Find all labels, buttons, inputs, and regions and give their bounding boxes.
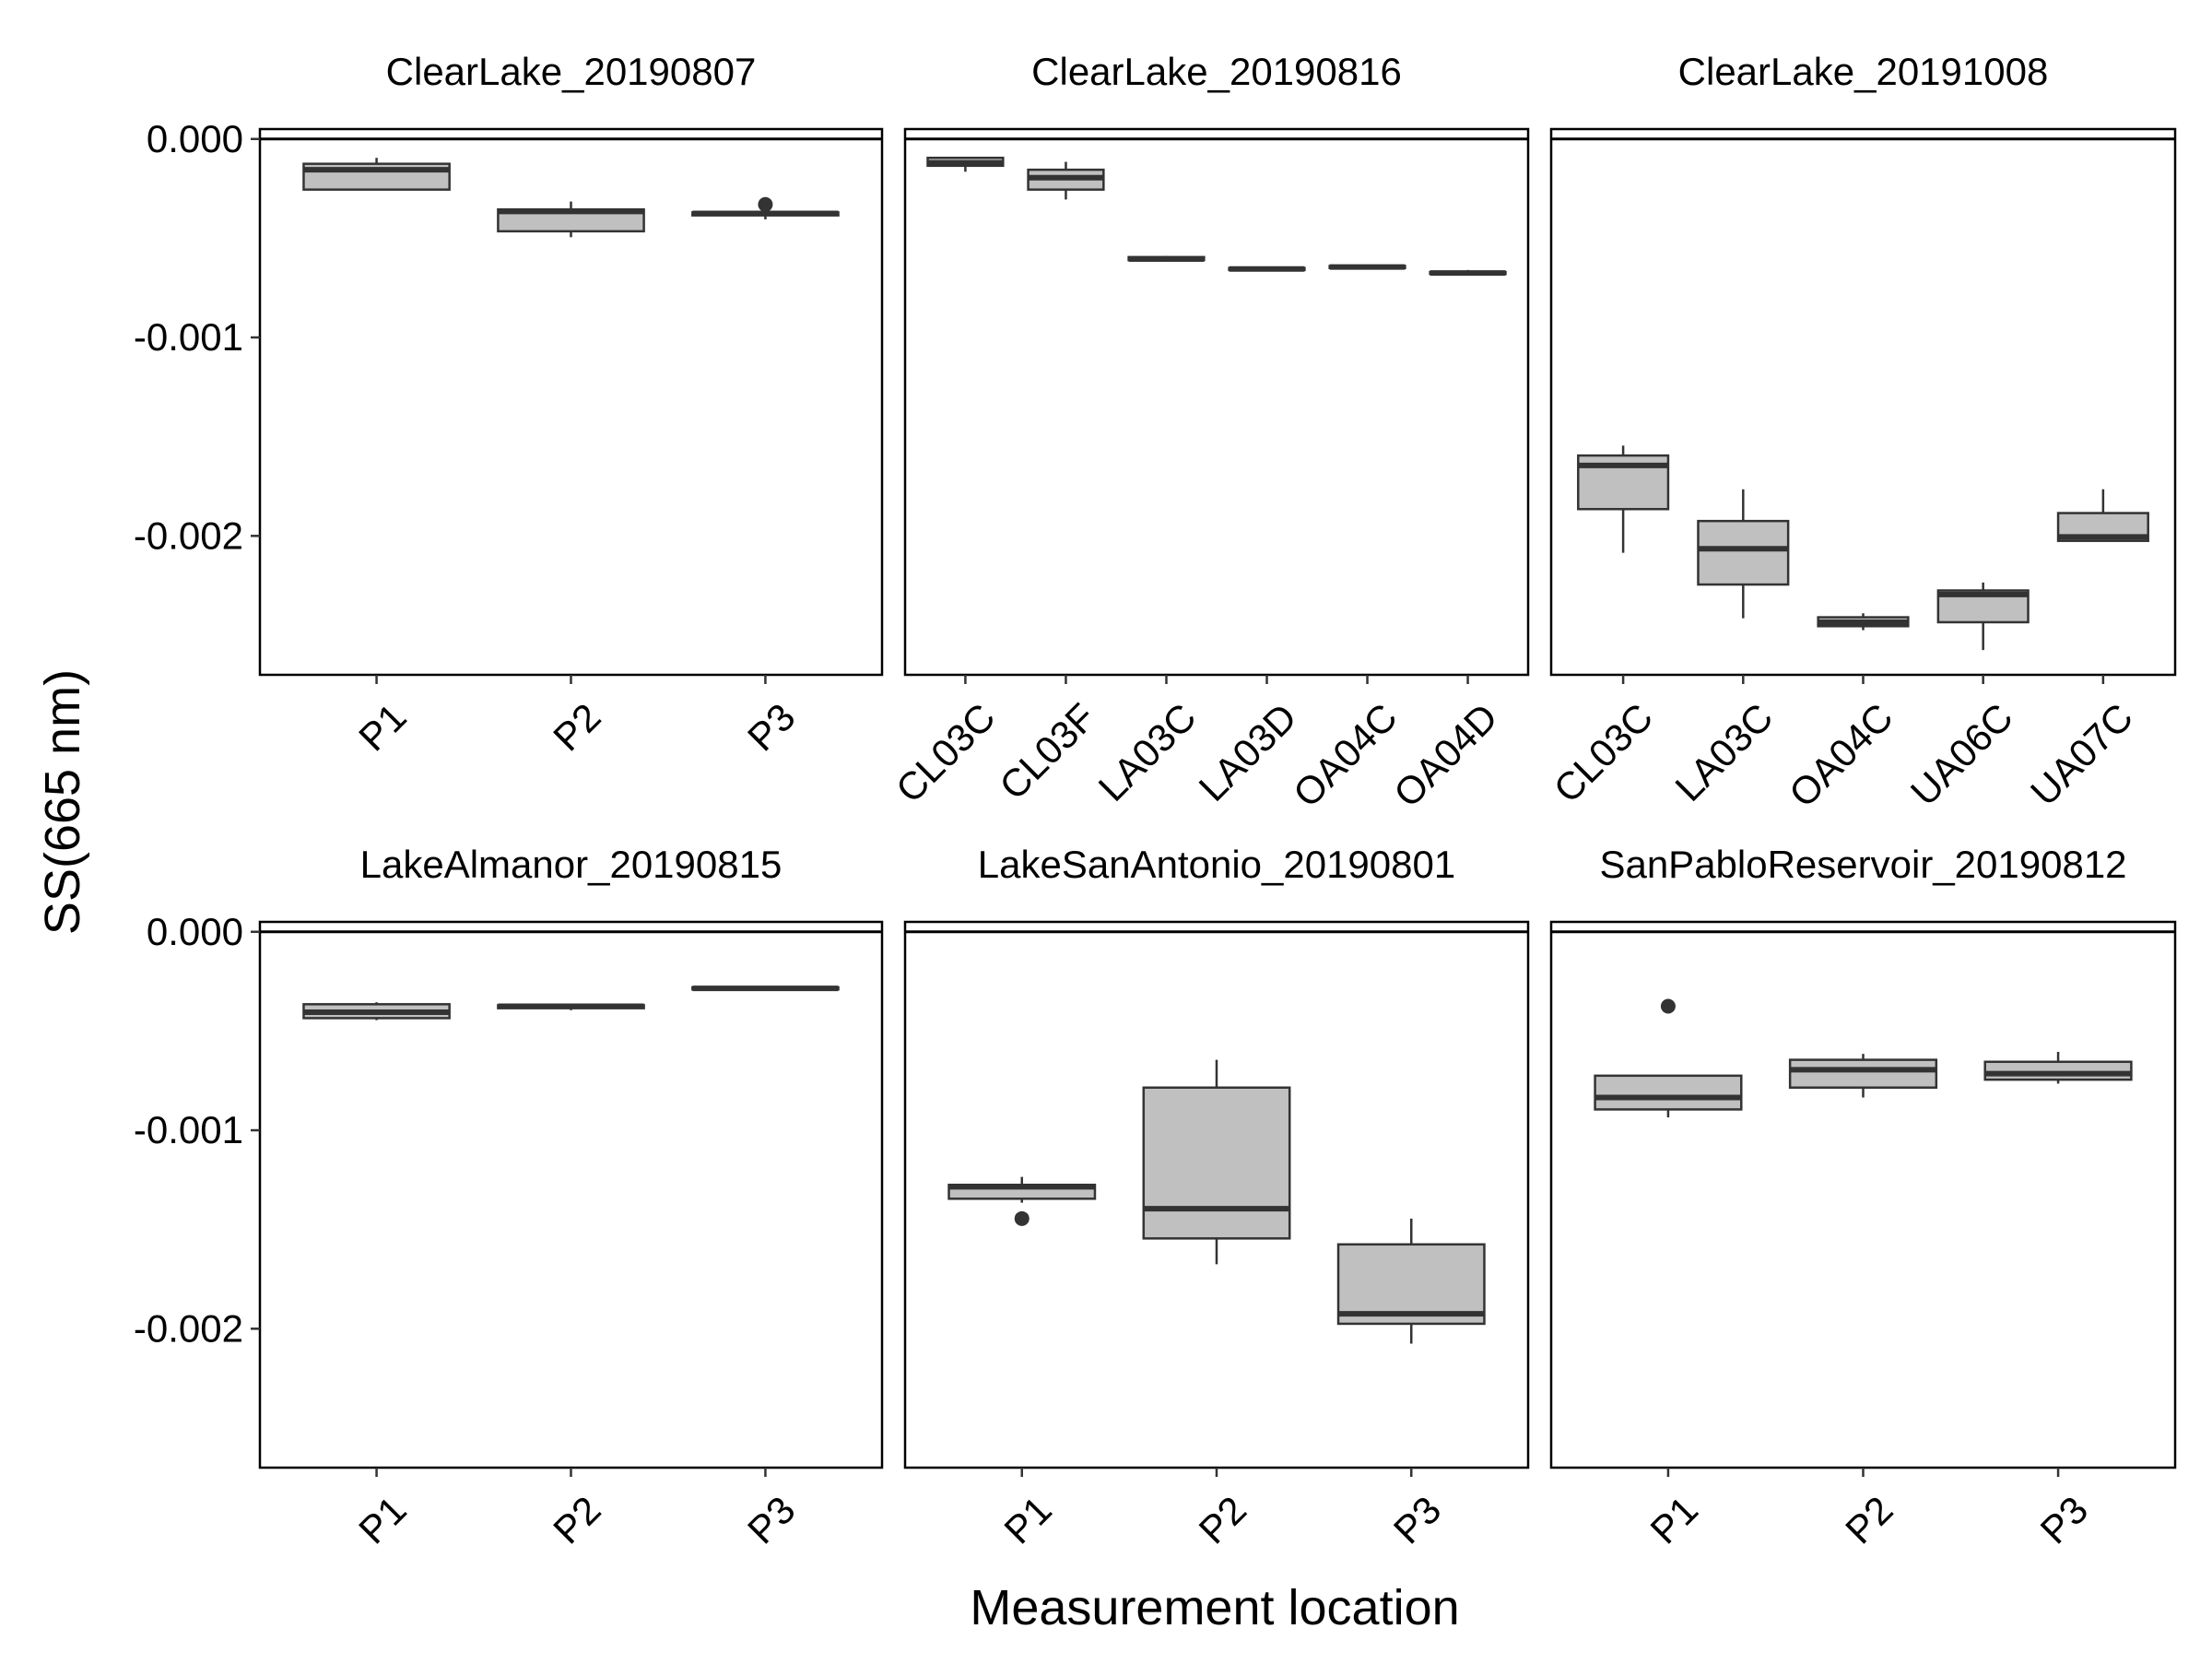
- facet-title: ClearLake_20191008: [1678, 50, 2049, 93]
- boxplot-p2: P2: [1142, 1059, 1291, 1552]
- outlier-point: [1014, 1210, 1030, 1226]
- x-axis-title: Measurement location: [970, 1580, 1459, 1635]
- facet-title: LakeAlmanor_20190815: [360, 843, 782, 886]
- box: [1594, 1074, 1743, 1111]
- panel-border: [903, 127, 1530, 677]
- y-axis-title: SS(665 nm): [35, 669, 90, 935]
- y-tick-label: -0.002: [134, 1306, 243, 1350]
- y-tick-label: 0.000: [147, 117, 243, 160]
- box: [1697, 519, 1790, 586]
- facet-title: ClearLake_20190816: [1031, 50, 1402, 93]
- y-tick-label: -0.002: [134, 513, 243, 557]
- y-tick-label: 0.000: [147, 910, 243, 953]
- y-tick-label: -0.001: [134, 1108, 243, 1151]
- facet-title: LakeSanAntonio_20190801: [978, 843, 1455, 886]
- facet-title: ClearLake_20190807: [386, 50, 757, 93]
- facet-title: SanPabloReservoir_20190812: [1599, 843, 2126, 886]
- box: [1142, 1086, 1291, 1240]
- box: [1336, 1243, 1486, 1326]
- outlier-point: [1660, 998, 1676, 1014]
- box: [1983, 1060, 2133, 1081]
- y-tick-label: -0.001: [134, 315, 243, 359]
- box: [1788, 1058, 1938, 1090]
- outlier-point: [758, 196, 773, 212]
